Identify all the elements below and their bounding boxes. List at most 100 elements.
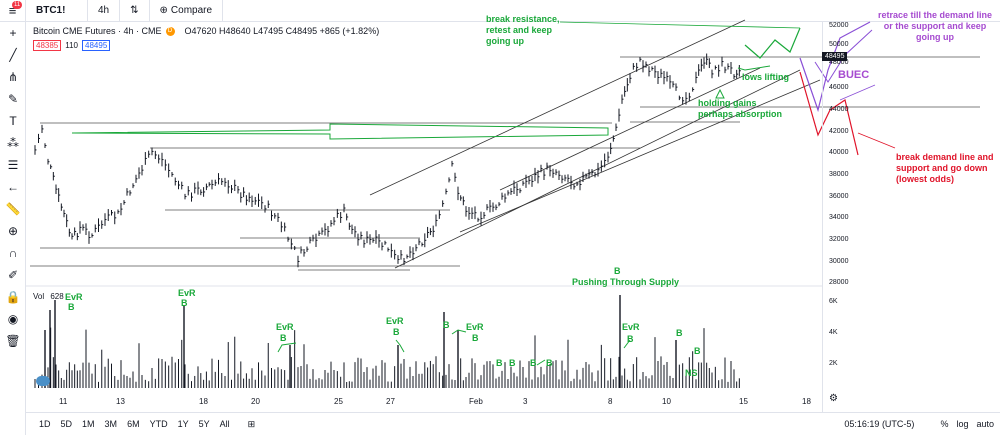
annotation-b: B — [68, 302, 75, 312]
draw-mode-icon[interactable]: ✐ — [7, 268, 19, 282]
lows-lifting-arrow — [737, 65, 771, 71]
compare-button[interactable]: ⊕ Compare — [150, 0, 224, 22]
bid-price[interactable]: 48385 — [33, 40, 62, 51]
annotation-break-resistance: break resistance, retest and keep going … — [486, 14, 560, 46]
annotation-break-demand: break demand line and support and go dow… — [896, 152, 994, 184]
green-arrow-left — [71, 123, 609, 140]
log-toggle[interactable]: log — [956, 419, 969, 429]
annotation-retrace: retrace till the demand line or the supp… — [877, 10, 993, 42]
lock-icon[interactable]: 🔒 — [5, 290, 21, 304]
purple-pointer — [839, 84, 876, 101]
range-all[interactable]: All — [219, 419, 230, 429]
annotation-evr: EvR — [65, 292, 83, 302]
volume-legend: Vol 628 — [33, 292, 64, 301]
annotation-b: B — [181, 298, 188, 308]
annotation-b: B — [509, 358, 516, 368]
annotation-holding-gains: holding gains perhaps absorption — [698, 98, 783, 119]
goto-date-icon[interactable]: ⊞ — [247, 418, 256, 429]
price-tick: 44000 — [829, 106, 849, 113]
compare-label: Compare — [170, 5, 213, 16]
back-arrow-icon[interactable]: ← — [7, 180, 19, 194]
price-tick: 40000 — [829, 149, 849, 156]
plus-circle-icon: ⊕ — [159, 5, 168, 16]
annotation-b: B — [546, 358, 553, 368]
bullish-projection-path — [744, 27, 801, 59]
drawing-toolbar: + ╱ ⋔ ✎ T ⁂ ☰ ← 📏 ⊕ ∩ ✐ 🔒 ◉ 🗑 — [0, 22, 26, 435]
time-tick: 20 — [251, 397, 260, 406]
range-5d[interactable]: 5D — [60, 419, 73, 429]
market-status-icon: D — [165, 26, 175, 36]
settings-gear-icon[interactable]: ⚙ — [829, 393, 838, 404]
trash-icon[interactable]: 🗑 — [5, 334, 21, 348]
annotation-b: B — [530, 358, 537, 368]
time-tick: Feb — [469, 397, 483, 406]
price-tick: 42000 — [829, 128, 849, 135]
annotation-evr: EvR — [622, 322, 640, 332]
annotation-ns: NS — [685, 368, 698, 378]
text-icon[interactable]: T — [9, 114, 17, 128]
volume-tick: 4K — [829, 329, 838, 336]
auto-toggle[interactable]: auto — [976, 419, 994, 429]
pattern-icon[interactable]: ⁂ — [7, 136, 19, 150]
time-tick: 15 — [739, 397, 748, 406]
volume-bars — [34, 295, 740, 388]
weather-icon — [36, 376, 50, 386]
annotation-pushing-through: Pushing Through Supply — [572, 277, 679, 287]
brush-icon[interactable]: ✎ — [7, 92, 19, 106]
time-tick: 25 — [334, 397, 343, 406]
volume-annotation-marks — [277, 329, 631, 366]
eye-icon[interactable]: ◉ — [7, 312, 19, 326]
annotation-b: B — [676, 328, 683, 338]
annotation-lows-lifting: lows lifting — [742, 72, 789, 82]
time-tick: 18 — [199, 397, 208, 406]
menu-icon[interactable]: ≡ 11 — [0, 0, 26, 22]
ask-price[interactable]: 48495 — [82, 40, 111, 51]
zoom-icon[interactable]: ⊕ — [7, 224, 19, 238]
bid-ask: 48385 110 48495 — [33, 40, 111, 51]
price-tick: 38000 — [829, 171, 849, 178]
ruler-icon[interactable]: 📏 — [5, 202, 21, 216]
channel-upper — [369, 19, 746, 196]
time-tick: 8 — [608, 397, 613, 406]
spread-value: 110 — [65, 41, 79, 50]
volume-tick: 6K — [829, 298, 838, 305]
interval-selector[interactable]: 4h — [88, 0, 121, 22]
range-ytd[interactable]: YTD — [149, 419, 168, 429]
notification-badge: 11 — [12, 0, 23, 9]
legend-ohlc: O47620 H48640 L47495 C48495 +865 (+1.82%… — [184, 26, 380, 36]
percent-toggle[interactable]: % — [940, 419, 949, 429]
price-tick: 46000 — [829, 84, 849, 91]
range-1d[interactable]: 1D — [39, 419, 51, 429]
time-axis[interactable]: 11 13 18 20 25 27 Feb 3 8 10 15 18 — [26, 394, 826, 410]
fib-icon[interactable]: ⋔ — [7, 70, 19, 84]
price-tick: 34000 — [829, 214, 849, 221]
range-5y[interactable]: 5Y — [198, 419, 210, 429]
price-tick: 48000 — [829, 59, 849, 66]
prediction-icon[interactable]: ☰ — [7, 158, 19, 172]
annotation-evr: EvR — [178, 288, 196, 298]
clock-display[interactable]: 05:16:19 (UTC-5) — [844, 419, 915, 429]
annotation-b: B — [443, 320, 450, 330]
crosshair-icon[interactable]: + — [9, 26, 17, 40]
time-tick: 13 — [116, 397, 125, 406]
trendline-icon[interactable]: ╱ — [9, 48, 17, 62]
annotation-b: B — [614, 266, 621, 276]
range-1y[interactable]: 1Y — [177, 419, 189, 429]
range-1m[interactable]: 1M — [82, 419, 95, 429]
price-tick: 36000 — [829, 193, 849, 200]
time-tick: 27 — [386, 397, 395, 406]
channel-mid — [499, 67, 761, 191]
volume-value: 628 — [50, 292, 64, 301]
magnet-icon[interactable]: ∩ — [8, 246, 18, 260]
retrace-projection-path — [799, 21, 871, 113]
symbol-search[interactable]: BTC1! — [26, 0, 88, 22]
chart-legend: Bitcoin CME Futures · 4h · CME D O47620 … — [33, 26, 379, 36]
indicators-icon[interactable]: ⇅ — [120, 0, 150, 22]
range-6m[interactable]: 6M — [127, 419, 140, 429]
volume-label: Vol — [33, 292, 45, 301]
volume-tick: 2K — [829, 360, 838, 367]
annotation-evr: EvR — [276, 322, 294, 332]
price-axis[interactable]: 52000 50000 48000 46000 44000 42000 4000… — [822, 22, 870, 412]
range-3m[interactable]: 3M — [104, 419, 118, 429]
